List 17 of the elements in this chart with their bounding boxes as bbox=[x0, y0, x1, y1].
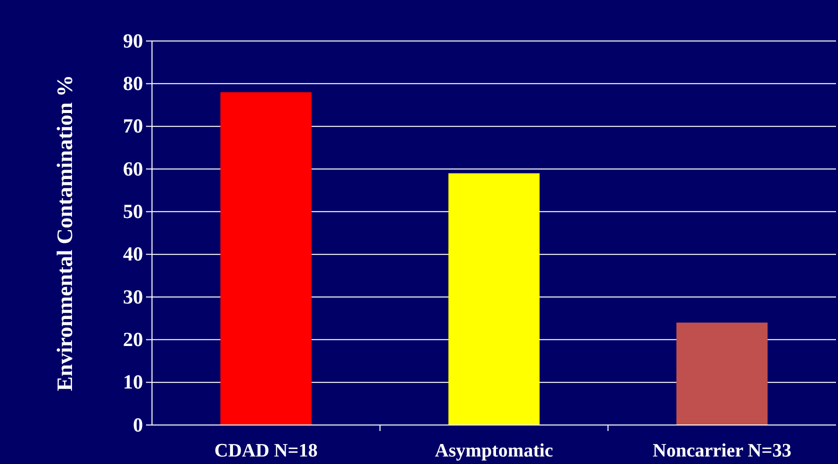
y-tick-label: 80 bbox=[123, 73, 143, 96]
x-tick-label: Noncarrier N=33 bbox=[652, 440, 792, 462]
bar bbox=[220, 92, 312, 425]
y-tick-label: 0 bbox=[133, 414, 143, 436]
y-axis-title: Environmental Contamination % bbox=[52, 74, 77, 392]
x-tick-label: Asymptomatic bbox=[434, 440, 554, 462]
y-tick-label: 30 bbox=[123, 286, 143, 308]
y-tick-label: 60 bbox=[123, 158, 143, 180]
x-tick-label: CDAD N=18 bbox=[214, 440, 318, 462]
y-tick-label: 20 bbox=[123, 329, 143, 352]
y-tick-label: 50 bbox=[123, 201, 143, 224]
bar bbox=[676, 322, 768, 425]
y-tick-label: 40 bbox=[123, 244, 143, 266]
y-tick-label: 70 bbox=[123, 116, 143, 138]
y-tick-label: 10 bbox=[123, 372, 143, 394]
y-tick-label: 90 bbox=[123, 30, 143, 52]
bar bbox=[448, 173, 540, 425]
